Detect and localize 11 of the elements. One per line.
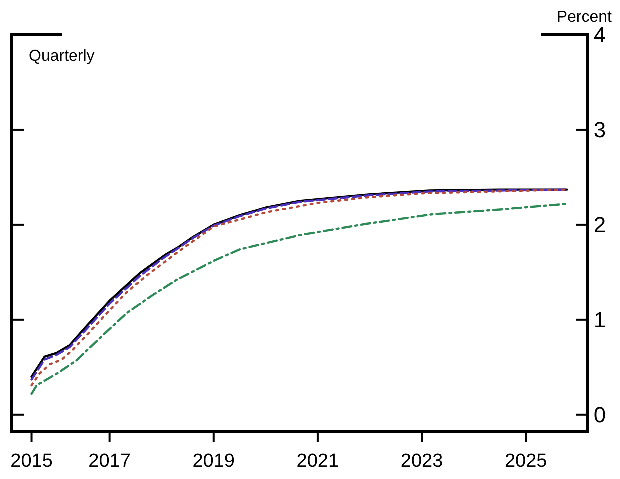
y-tick-label: 1: [594, 307, 606, 332]
x-tick-label: 2025: [504, 451, 548, 472]
x-tick-label: 2017: [88, 451, 131, 472]
x-tick-label: 2021: [296, 451, 340, 472]
x-tick-label: 2023: [400, 451, 444, 472]
y-tick-label: 3: [594, 117, 606, 142]
x-tick-label: 2019: [192, 451, 236, 472]
x-tick-label: 2015: [10, 451, 53, 472]
annotation: Quarterly: [29, 48, 95, 65]
y-tick-label: 2: [594, 212, 606, 238]
y-tick-label: 0: [594, 402, 606, 428]
